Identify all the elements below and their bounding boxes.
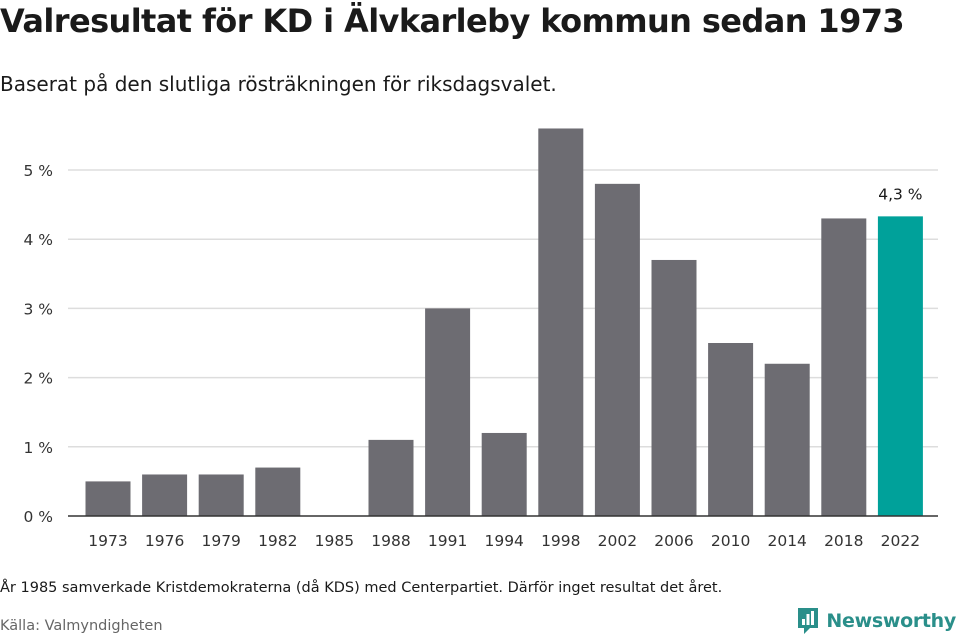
x-tick-label: 2006	[654, 532, 693, 550]
bar	[255, 467, 301, 516]
brand-name: Newsworthy	[826, 610, 956, 632]
bar	[708, 343, 754, 516]
chart-title: Valresultat för KD i Älvkarleby kommun s…	[0, 2, 905, 40]
bar	[142, 474, 188, 516]
y-tick-label: 4 %	[23, 231, 53, 249]
x-tick-label: 1976	[145, 532, 184, 550]
data-labels: 4,3 %	[878, 185, 922, 203]
y-tick-label: 1 %	[23, 439, 53, 457]
x-tick-label: 2002	[598, 532, 637, 550]
x-tick-label: 1988	[371, 532, 410, 550]
y-axis-tick-labels: 0 % 1 % 2 % 3 % 4 % 5 %	[23, 162, 53, 526]
x-tick-label: 1991	[428, 532, 467, 550]
data-label: 4,3 %	[878, 185, 922, 203]
y-tick-label: 2 %	[23, 370, 53, 388]
x-axis-tick-labels: 1973 1976 1979 1982 1985 1988 1991 1994 1998 2002…	[88, 532, 920, 550]
bar-chart: 0 %1 %2 %3 %4 %5 % 1973 1976 1979 1982 1985 1…	[23, 128, 938, 550]
x-tick-label: 2022	[881, 532, 920, 550]
x-tick-label: 2014	[767, 532, 806, 550]
x-tick-label: 1994	[484, 532, 523, 550]
x-tick-label: 1979	[201, 532, 240, 550]
bar	[85, 481, 131, 516]
x-tick-label: 1985	[315, 532, 354, 550]
source-credit: Källa: Valmyndigheten	[0, 618, 163, 634]
x-tick-label: 1998	[541, 532, 580, 550]
newsworthy-icon	[798, 608, 819, 634]
x-tick-label: 2018	[824, 532, 863, 550]
x-tick-label: 1982	[258, 532, 297, 550]
x-tick-label: 2010	[711, 532, 750, 550]
chart-subtitle: Baserat på den slutliga rösträkningen fö…	[0, 72, 557, 96]
brand-logo[interactable]: Newsworthy	[796, 606, 956, 636]
bar	[651, 259, 697, 516]
bar	[594, 183, 640, 516]
footnote: År 1985 samverkade Kristdemokraterna (då…	[0, 580, 723, 596]
bar	[481, 432, 527, 516]
bars	[85, 128, 923, 517]
y-tick-label: 3 %	[23, 300, 53, 318]
bar	[198, 474, 244, 516]
bar	[368, 439, 414, 516]
bar	[821, 218, 867, 516]
y-tick-label: 5 %	[23, 162, 53, 180]
bar	[877, 216, 923, 516]
y-tick-label: 0 %	[23, 508, 53, 526]
x-tick-label: 1973	[88, 532, 127, 550]
bar	[425, 308, 471, 516]
bar	[538, 128, 584, 517]
bar	[764, 363, 810, 516]
